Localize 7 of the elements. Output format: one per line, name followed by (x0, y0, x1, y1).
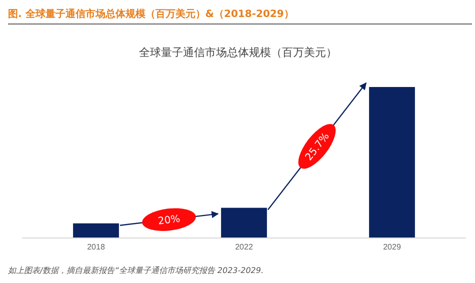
x-tick-label: 2022 (235, 242, 254, 252)
chart-title: 图. 全球量子通信市场总体规模（百万美元）&（2018-2029） (8, 8, 294, 20)
x-tick-label: 2029 (383, 242, 402, 252)
annotation: 20% (157, 214, 181, 228)
x-tick-label: 2018 (87, 242, 106, 252)
text: 如上图表/数据，摘自最新报告“全球量子通信市场研究报告 2023-2029. (7, 266, 264, 275)
chart-subtitle: 全球量子通信市场总体规模（百万美元） (139, 46, 337, 59)
